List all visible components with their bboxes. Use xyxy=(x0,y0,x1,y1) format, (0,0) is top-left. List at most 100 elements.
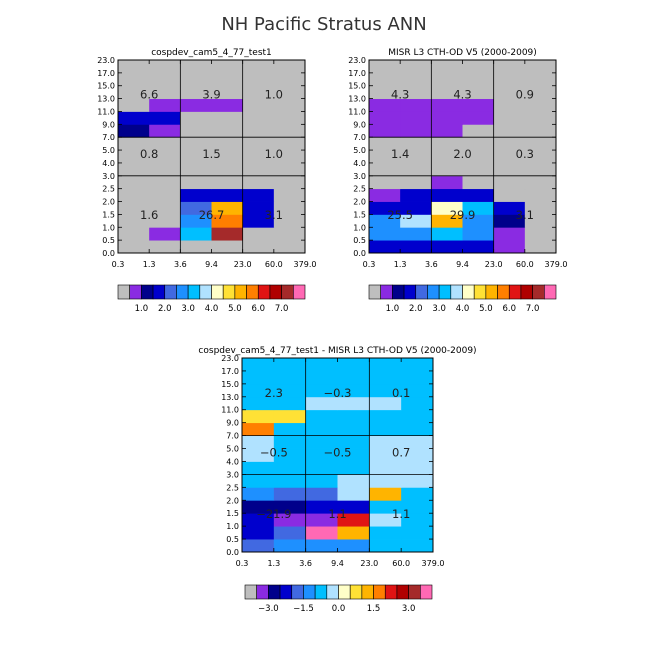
box-total-label: 0.1 xyxy=(392,386,410,400)
y-tick-label: 5.0 xyxy=(226,445,239,454)
heatmap-cell xyxy=(305,539,338,553)
box-total-label: −0.5 xyxy=(260,445,288,459)
x-tick-label: 23.0 xyxy=(234,260,252,269)
box-total-label: 0.3 xyxy=(516,147,534,161)
y-tick-label: 0.5 xyxy=(102,236,115,245)
heatmap-cell xyxy=(118,214,150,228)
y-tick-label: 2.0 xyxy=(226,496,239,505)
heatmap-cell xyxy=(369,526,402,540)
colorbar-swatch xyxy=(420,584,433,600)
heatmap-cell xyxy=(401,422,434,436)
heatmap-cell xyxy=(305,370,338,385)
heatmap-cell xyxy=(400,60,432,74)
heatmap-cell xyxy=(337,461,370,475)
colorbar-swatch xyxy=(450,284,463,300)
heatmap-cell xyxy=(369,227,401,241)
y-tick-label: 3.0 xyxy=(226,470,239,479)
heatmap-cell xyxy=(369,162,401,177)
heatmap-cell xyxy=(493,240,526,254)
colorbar-label: 3.0 xyxy=(181,304,195,314)
x-tick-label: 379.0 xyxy=(294,260,317,269)
y-tick-label: 2.0 xyxy=(353,198,366,207)
heatmap-cell xyxy=(401,435,434,449)
heatmap-cell xyxy=(211,72,244,87)
heatmap-cell xyxy=(369,513,402,527)
heatmap-cell xyxy=(242,370,275,385)
colorbar-swatch xyxy=(462,284,475,300)
y-tick-label: 23.0 xyxy=(221,354,239,363)
colorbar-swatch xyxy=(508,284,522,300)
y-tick-label: 15.0 xyxy=(221,380,239,389)
heatmap-cell xyxy=(337,396,370,411)
heatmap-cell xyxy=(149,214,181,228)
x-tick-label: 0.3 xyxy=(112,260,125,269)
y-tick-label: 2.0 xyxy=(102,198,115,207)
colorbar-swatch xyxy=(368,284,381,300)
colorbar-swatch xyxy=(129,284,142,300)
heatmap-cell xyxy=(337,513,370,527)
heatmap-cell xyxy=(337,500,370,514)
heatmap-cell xyxy=(431,85,463,99)
colorbar: −3.0 −1.5 0.0 1.5 3.0 xyxy=(244,584,433,614)
colorbar-swatch xyxy=(279,584,293,600)
colorbar-swatch xyxy=(415,284,428,300)
heatmap-cell xyxy=(273,422,307,436)
heatmap-cell xyxy=(242,240,275,254)
heatmap-cell xyxy=(369,500,402,514)
colorbar-label: 6.0 xyxy=(502,304,516,314)
figure-title: NH Pacific Stratus ANN xyxy=(221,14,426,35)
colorbar-swatch xyxy=(544,284,557,300)
heatmap-cell xyxy=(493,162,526,177)
y-tick-label: 15.0 xyxy=(348,82,366,91)
heatmap-cell xyxy=(211,227,244,241)
heatmap-cell xyxy=(118,98,150,112)
heatmap-cell xyxy=(369,214,401,228)
heatmap-cell xyxy=(524,214,557,228)
box-total-label: 1.0 xyxy=(265,88,283,102)
heatmap-cell xyxy=(211,111,244,125)
colorbar-label: 2.0 xyxy=(409,304,423,314)
box-total-label: 1.1 xyxy=(392,507,410,521)
heatmap-cell xyxy=(493,175,526,190)
heatmap-cell xyxy=(431,124,463,138)
heatmap-cell xyxy=(211,150,244,164)
box-total-label: 3.1 xyxy=(516,208,534,222)
heatmap-cell xyxy=(273,461,307,475)
colorbar-swatch xyxy=(392,284,405,300)
heatmap-cell xyxy=(369,422,402,436)
heatmap-cell xyxy=(242,227,275,241)
colorbar-label: −3.0 xyxy=(258,604,279,614)
heatmap-cell xyxy=(211,124,244,138)
colorbar-swatch xyxy=(314,584,328,600)
y-tick-label: 13.0 xyxy=(97,95,115,104)
heatmap-cell xyxy=(400,124,432,138)
heatmap-cell xyxy=(401,370,434,385)
y-tick-label: 11.0 xyxy=(97,107,115,116)
y-tick-label: 5.0 xyxy=(353,146,366,155)
heatmap-cell xyxy=(401,539,434,553)
heatmap-cell xyxy=(118,60,150,74)
x-tick-label: 9.4 xyxy=(205,260,218,269)
heatmap-cell xyxy=(305,513,338,527)
y-tick-label: 7.0 xyxy=(226,432,239,441)
box-total-label: 4.3 xyxy=(391,88,409,102)
heatmap-cell xyxy=(431,72,463,87)
heatmap-cell xyxy=(118,137,150,151)
heatmap-cell xyxy=(273,175,306,190)
heatmap-cell xyxy=(273,214,306,228)
y-tick-label: 15.0 xyxy=(97,82,115,91)
heatmap-cell xyxy=(180,175,212,190)
heatmap-cell xyxy=(180,162,212,177)
heatmap-cell xyxy=(369,98,401,112)
colorbar-swatch xyxy=(187,284,201,300)
heatmap-cell xyxy=(337,358,370,372)
y-tick-label: 7.0 xyxy=(353,133,366,142)
heatmap-cell xyxy=(369,383,402,398)
heatmap-cell xyxy=(273,240,306,254)
heatmap-cell xyxy=(524,201,557,215)
y-tick-label: 1.5 xyxy=(102,210,115,219)
y-tick-label: 4.0 xyxy=(353,159,366,168)
heatmap-cell xyxy=(305,409,338,424)
heatmap-cell xyxy=(524,98,557,112)
heatmap-cell xyxy=(180,150,212,164)
